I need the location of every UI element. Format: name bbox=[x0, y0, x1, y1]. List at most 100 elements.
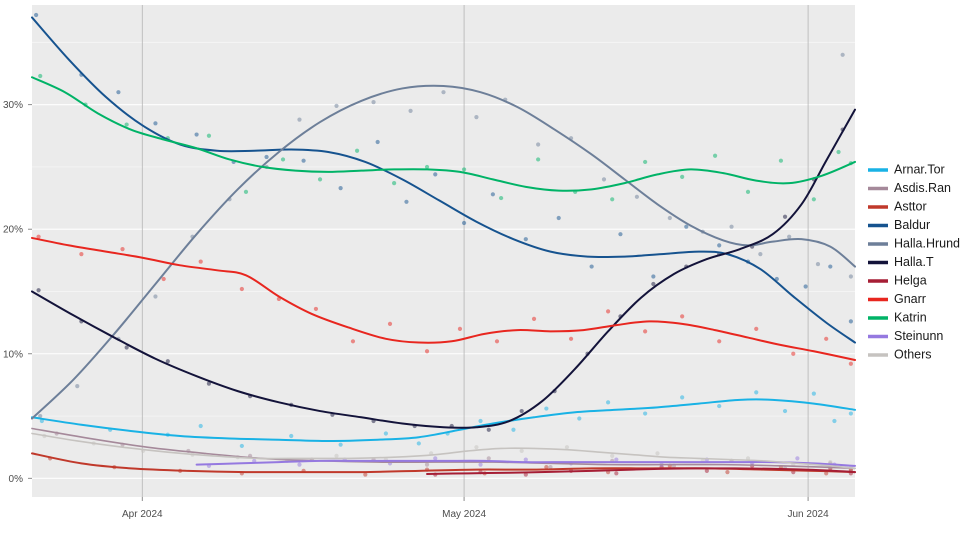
data-point bbox=[782, 214, 788, 219]
data-point bbox=[811, 391, 816, 396]
data-point bbox=[614, 471, 619, 476]
data-point bbox=[523, 472, 528, 477]
data-point bbox=[354, 148, 360, 153]
legend-label: Helga bbox=[894, 273, 927, 287]
data-point bbox=[461, 220, 467, 226]
trend-line-gnarr[interactable] bbox=[31, 236, 856, 361]
data-point bbox=[297, 117, 302, 122]
trend-lines[interactable] bbox=[31, 16, 856, 475]
legend-item-asdis-ran[interactable]: Asdis.Ran bbox=[868, 181, 951, 195]
y-axis-labels: 0% 10% 20% 30% bbox=[3, 100, 32, 485]
data-point bbox=[544, 406, 549, 411]
legend-label: Asttor bbox=[894, 199, 927, 213]
data-point bbox=[787, 234, 792, 239]
data-point bbox=[795, 456, 800, 461]
data-point bbox=[589, 264, 594, 269]
data-point bbox=[601, 177, 607, 182]
data-point bbox=[544, 465, 549, 470]
data-point bbox=[206, 381, 212, 386]
data-point bbox=[116, 90, 121, 95]
data-point bbox=[614, 457, 619, 462]
y-tick-label: 30% bbox=[3, 100, 23, 111]
legend-item-helga[interactable]: Helga bbox=[868, 273, 927, 287]
data-point bbox=[610, 197, 615, 202]
data-point bbox=[338, 442, 343, 447]
data-point bbox=[568, 336, 574, 341]
data-point bbox=[618, 232, 623, 237]
data-point bbox=[606, 309, 611, 314]
data-point bbox=[34, 12, 39, 18]
legend-item-halla-t[interactable]: Halla.T bbox=[868, 255, 934, 269]
data-point bbox=[824, 336, 829, 341]
data-point bbox=[717, 243, 722, 248]
date-gridlines bbox=[141, 5, 809, 497]
data-point bbox=[408, 108, 413, 113]
data-point bbox=[313, 306, 319, 312]
legend-label: Arnar.Tor bbox=[894, 162, 945, 176]
data-point bbox=[556, 215, 561, 221]
data-point bbox=[289, 433, 294, 439]
trend-line-steinunn[interactable] bbox=[195, 459, 856, 467]
legend-label: Katrin bbox=[894, 310, 927, 324]
x-tick-label: May 2024 bbox=[442, 509, 486, 520]
data-point bbox=[198, 259, 203, 264]
data-point bbox=[548, 465, 553, 470]
data-point bbox=[478, 418, 483, 424]
data-point bbox=[840, 52, 845, 57]
data-point bbox=[194, 132, 199, 137]
data-point bbox=[198, 423, 203, 429]
legend-item-arnar-tor[interactable]: Arnar.Tor bbox=[868, 162, 945, 176]
data-point bbox=[165, 359, 170, 364]
trend-line-helga[interactable] bbox=[426, 467, 856, 475]
trend-line-others[interactable] bbox=[31, 432, 856, 470]
data-point bbox=[486, 427, 491, 432]
data-point bbox=[474, 445, 479, 450]
data-point bbox=[651, 281, 656, 287]
data-point bbox=[803, 284, 808, 289]
data-point bbox=[317, 177, 323, 182]
data-point bbox=[478, 462, 483, 467]
data-point bbox=[643, 411, 648, 416]
data-point bbox=[745, 189, 751, 194]
data-point bbox=[363, 472, 368, 477]
data-point bbox=[36, 288, 41, 293]
data-point bbox=[848, 319, 853, 324]
data-point bbox=[490, 192, 495, 197]
data-point bbox=[606, 400, 611, 405]
legend-item-baldur[interactable]: Baldur bbox=[868, 218, 930, 232]
y-tick-label: 20% bbox=[3, 225, 23, 236]
legend-item-gnarr[interactable]: Gnarr bbox=[868, 292, 926, 306]
data-point bbox=[832, 418, 837, 424]
legend-item-katrin[interactable]: Katrin bbox=[868, 310, 927, 324]
data-point bbox=[651, 274, 656, 279]
trend-line-halla-t[interactable] bbox=[31, 108, 856, 429]
data-point bbox=[75, 384, 80, 389]
data-point bbox=[536, 142, 541, 147]
data-point bbox=[536, 157, 541, 162]
legend[interactable]: Arnar.Tor Asdis.Ran Asttor Baldur Halla.Hrun… bbox=[862, 158, 960, 364]
legend-item-steinunn[interactable]: Steinunn bbox=[868, 329, 943, 343]
data-point bbox=[334, 103, 339, 108]
legend-item-asttor[interactable]: Asttor bbox=[868, 199, 927, 213]
legend-label: Asdis.Ran bbox=[894, 181, 951, 195]
trend-line-katrin[interactable] bbox=[31, 76, 856, 192]
data-point bbox=[811, 197, 816, 202]
data-point bbox=[848, 411, 853, 416]
trend-line-asdis-ran[interactable] bbox=[31, 427, 856, 470]
y-tick-label: 10% bbox=[3, 349, 23, 360]
legend-item-halla-hrund[interactable]: Halla.Hrund bbox=[868, 236, 960, 250]
data-point bbox=[153, 294, 158, 299]
data-point bbox=[36, 234, 41, 239]
data-point bbox=[153, 121, 158, 126]
data-point bbox=[680, 314, 685, 319]
data-point bbox=[523, 457, 528, 462]
data-point bbox=[334, 453, 339, 458]
data-point bbox=[461, 167, 467, 172]
data-point bbox=[519, 408, 524, 414]
data-point bbox=[383, 431, 388, 436]
data-point bbox=[643, 159, 648, 165]
data-point bbox=[523, 237, 528, 242]
legend-item-others[interactable]: Others bbox=[868, 347, 932, 361]
